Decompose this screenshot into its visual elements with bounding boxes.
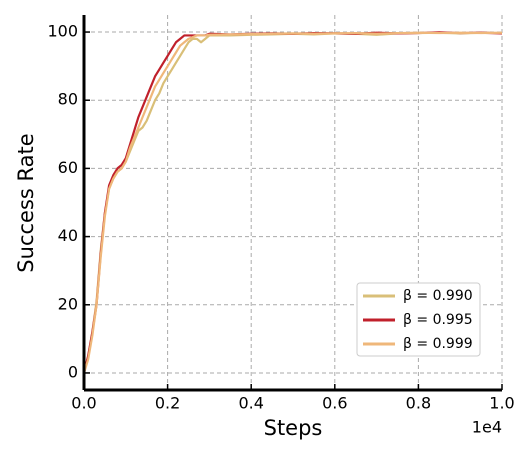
y-tick-label: 80 bbox=[58, 90, 78, 109]
x-tick-label: 1.0 bbox=[489, 394, 514, 413]
x-axis-label: Steps bbox=[264, 416, 323, 440]
x-tick-label: 0.6 bbox=[322, 394, 347, 413]
legend-label: β = 0.995 bbox=[403, 312, 473, 328]
x-tick-label: 0.0 bbox=[71, 394, 96, 413]
y-tick-label: 0 bbox=[68, 362, 78, 381]
legend-label: β = 0.990 bbox=[403, 288, 473, 304]
y-tick-label: 40 bbox=[58, 226, 78, 245]
data-line bbox=[82, 31, 503, 374]
x-tick-label: 0.4 bbox=[238, 394, 263, 413]
legend-box bbox=[356, 282, 481, 357]
y-tick-label: 100 bbox=[47, 22, 78, 41]
y-tick-label: 20 bbox=[58, 294, 78, 313]
legend: β = 0.990 β = 0.995 β = 0.999 bbox=[356, 282, 481, 357]
legend-label: β = 0.999 bbox=[403, 336, 473, 352]
x-tick-label: 0.8 bbox=[406, 394, 431, 413]
y-tick-label: 60 bbox=[58, 158, 78, 177]
x-tick-label: 0.2 bbox=[155, 394, 180, 413]
y-axis-label: Success Rate bbox=[14, 133, 38, 272]
x-offset-label: 1e4 bbox=[472, 418, 502, 437]
